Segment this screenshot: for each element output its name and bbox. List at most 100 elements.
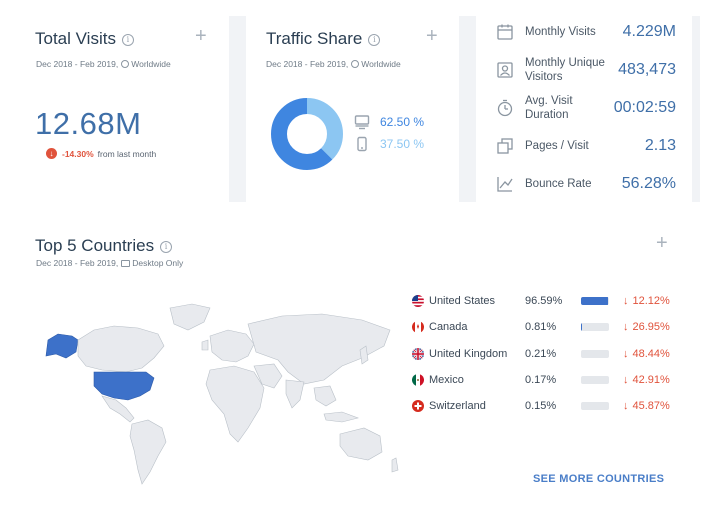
country-share: 0.17% [525,374,557,386]
map-middle-east [253,363,283,389]
map-australia [339,427,383,461]
gutter-2 [459,16,476,202]
metric-unique-visitors: Monthly Unique Visitors 483,473 [496,52,676,88]
change-text: 45.87% [632,400,670,412]
change-label: from last month [97,148,157,159]
share-bar [581,323,609,331]
share-bar [581,376,609,384]
metric-value: 4.229M [622,23,676,40]
ch-flag-icon [412,400,424,412]
period-text: Dec 2018 - Feb 2019, [36,59,119,69]
globe-icon [351,60,360,68]
add-total-visits-plus-icon[interactable]: + [195,25,207,47]
add-traffic-share-plus-icon[interactable]: + [426,25,438,47]
pages-icon [497,138,513,154]
visitor-icon [497,62,513,78]
region-text: Worldwide [361,59,401,69]
total-visits-change: ↓ -14.30% from last month [46,148,156,159]
clock-icon [497,99,513,117]
country-share: 0.81% [525,321,557,333]
map-alaska [45,333,79,359]
desktop-icon [354,115,370,130]
down-arrow-icon: ↓ [623,295,629,307]
desktop-percent: 62.50 % [380,115,425,129]
country-row[interactable]: Switzerland 0.15% ↓ 45.87% [412,397,672,415]
calendar-icon [497,24,513,40]
map-japan [359,345,369,365]
map-usa [93,371,155,401]
mobile-legend: 37.50 % [354,136,424,152]
country-share: 0.15% [525,400,557,412]
gutter-3 [692,16,700,202]
us-flag-icon [412,295,424,307]
change-text: 42.91% [632,374,670,386]
gutter-h [0,202,712,218]
total-visits-subtitle: Dec 2018 - Feb 2019, Worldwide [36,59,171,69]
down-arrow-icon: ↓ [623,321,629,333]
scope-text: Desktop Only [132,258,184,268]
map-canada [77,325,165,373]
total-visits-title-text: Total Visits [35,29,116,48]
down-arrow-icon: ↓ [623,400,629,412]
traffic-donut-chart [271,98,343,170]
info-icon[interactable]: i [368,33,381,46]
country-share: 0.21% [525,348,557,360]
map-new-zealand [391,457,399,473]
region-text: Worldwide [131,59,171,69]
donut-segment-desktop [271,98,343,170]
metric-value: 2.13 [644,137,676,154]
country-name: Switzerland [429,400,486,412]
country-name: United States [429,295,496,307]
down-arrow-icon: ↓ [46,148,57,159]
metric-label: Avg. Visit Duration [525,95,573,121]
metric-label: Monthly Visits [525,26,596,38]
traffic-share-title: Traffic Share i [266,29,381,49]
country-row[interactable]: Canada 0.81% ↓ 26.95% [412,318,672,336]
country-row[interactable]: Mexico 0.17% ↓ 42.91% [412,371,672,389]
down-arrow-icon: ↓ [623,374,629,386]
total-visits-card [20,16,229,202]
map-mexico [101,395,135,423]
add-countries-plus-icon[interactable]: + [656,232,668,254]
desktop-legend: 62.50 % [354,114,424,130]
share-bar [581,297,609,305]
country-row[interactable]: United Kingdom 0.21% ↓ 48.44% [412,345,672,363]
map-se-asia [313,385,337,407]
country-name: Canada [429,321,468,333]
metric-value: 483,473 [618,61,676,78]
country-row[interactable]: United States 96.59% ↓ 12.12% [412,292,672,310]
metric-value: 56.28% [621,175,676,192]
bounce-icon [497,177,513,192]
mx-flag-icon [412,374,424,386]
map-africa [205,365,265,443]
globe-icon [121,60,130,68]
total-visits-title: Total Visits i [35,29,134,49]
metric-label: Bounce Rate [525,178,592,190]
metric-label: Monthly Unique Visitors [525,57,605,83]
down-arrow-icon: ↓ [623,348,629,360]
country-change: ↓ 26.95% [623,321,670,333]
info-icon[interactable]: i [160,240,173,253]
country-change: ↓ 48.44% [623,348,670,360]
uk-flag-icon [412,348,424,360]
country-change: ↓ 42.91% [623,374,670,386]
info-icon[interactable]: i [121,33,134,46]
country-name: Mexico [429,374,464,386]
map-uk [201,339,209,351]
map-indonesia [323,411,360,423]
map-asia [247,313,391,385]
map-south-america [129,419,167,485]
see-more-countries-link[interactable]: SEE MORE COUNTRIES [533,473,665,485]
change-text: 48.44% [632,348,670,360]
country-change: ↓ 45.87% [623,400,670,412]
top-countries-title: Top 5 Countries i [35,236,173,256]
map-europe [209,329,255,363]
metric-value: 00:02:59 [613,99,676,116]
metric-monthly-visits: Monthly Visits 4.229M [496,14,676,50]
map-greenland [169,303,211,331]
period-text: Dec 2018 - Feb 2019, [36,258,119,268]
world-map [45,303,399,485]
traffic-share-title-text: Traffic Share [266,29,363,48]
mobile-percent: 37.50 % [380,137,425,151]
gutter-1 [229,16,246,202]
